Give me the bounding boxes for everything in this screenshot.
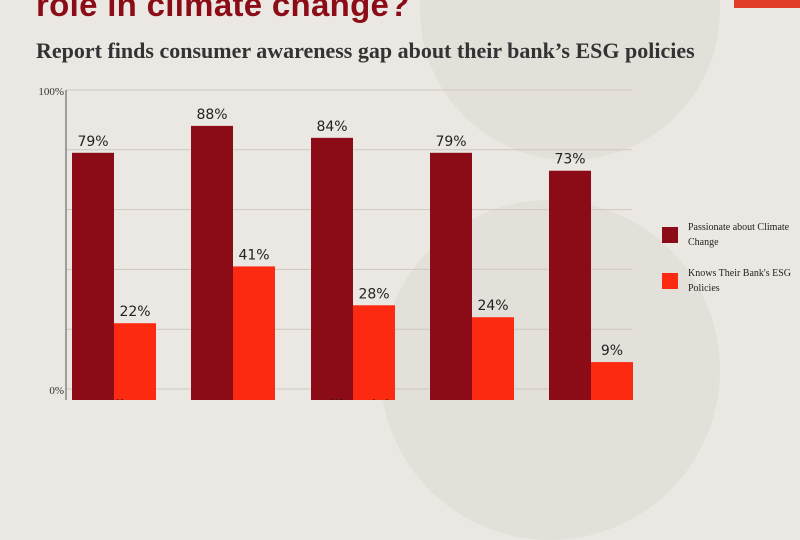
category-label-all: All bbox=[104, 398, 124, 400]
category-label-gen-z: Gen Z bbox=[210, 398, 256, 400]
value-label: 24% bbox=[477, 298, 508, 314]
value-label: 28% bbox=[358, 286, 389, 302]
y-tick-label: 100% bbox=[38, 86, 64, 98]
value-label: 73% bbox=[554, 152, 585, 168]
value-label: 79% bbox=[77, 134, 108, 150]
legend-swatch-passionate bbox=[662, 227, 678, 243]
chart-category-labels: All Gen Z Millennial Gen X Boomer bbox=[104, 398, 621, 400]
value-label: 9% bbox=[601, 343, 623, 359]
bar-all-knows bbox=[114, 323, 156, 400]
bar-millennial-passionate bbox=[311, 137, 353, 400]
corner-accent-bar bbox=[734, 0, 800, 8]
chart-bars bbox=[72, 125, 633, 400]
value-label: 41% bbox=[238, 247, 269, 263]
bar-gen-x-passionate bbox=[430, 152, 472, 400]
legend-item-passionate: Passionate about Climate Change bbox=[662, 220, 797, 250]
value-label: 84% bbox=[316, 119, 347, 135]
category-label-boomer: Boomer bbox=[561, 398, 621, 400]
legend-label-passionate: Passionate about Climate Change bbox=[688, 222, 790, 248]
chart-value-labels: 79% 22% 88% 41% 84% 28% 79% 24% 73% 9% bbox=[77, 107, 623, 359]
page-subtitle: Report finds consumer awareness gap abou… bbox=[36, 38, 695, 63]
bar-gen-z-knows bbox=[233, 266, 275, 400]
legend-swatch-knows bbox=[662, 273, 678, 289]
bar-millennial-knows bbox=[353, 305, 395, 400]
bar-boomer-knows bbox=[591, 362, 633, 400]
bar-gen-x-knows bbox=[472, 317, 514, 400]
y-tick-label: 0% bbox=[49, 385, 64, 397]
chart-y-ticks: 100% 0% bbox=[38, 86, 64, 397]
page-title: role in climate change? bbox=[36, 0, 410, 23]
legend-item-knows: Knows Their Bank's ESG Policies bbox=[662, 266, 797, 296]
bar-gen-z-passionate bbox=[191, 125, 233, 400]
value-label: 79% bbox=[435, 134, 466, 150]
bar-chart: 79% 22% 88% 41% 84% 28% 79% 24% 73% 9% All Gen Z Mi… bbox=[38, 86, 633, 400]
value-label: 88% bbox=[196, 107, 227, 123]
value-label: 22% bbox=[119, 304, 150, 320]
category-label-gen-x: Gen X bbox=[449, 398, 496, 400]
legend-label-knows: Knows Their Bank's ESG Policies bbox=[688, 268, 792, 294]
category-label-millennial: Millennial bbox=[317, 398, 390, 400]
chart-legend: Passionate about Climate Change Knows Th… bbox=[662, 220, 797, 312]
bar-boomer-passionate bbox=[549, 170, 591, 400]
bar-all-passionate bbox=[72, 152, 114, 400]
